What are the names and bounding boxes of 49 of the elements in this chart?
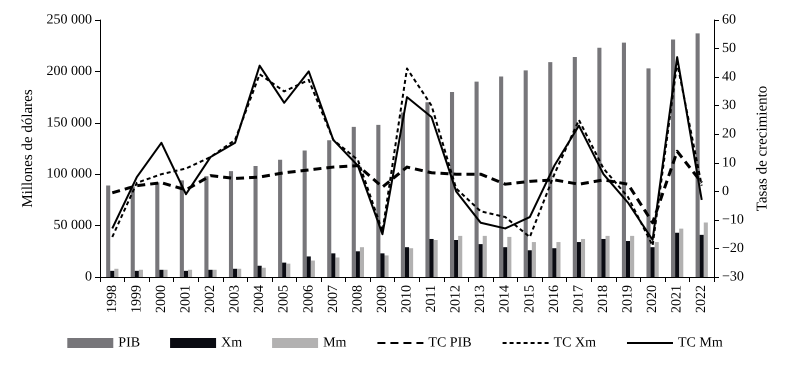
- legend-label: TC Mm: [678, 336, 723, 350]
- x-tick-label: 2021: [670, 285, 685, 313]
- y2-tick-label: −10: [722, 212, 744, 228]
- y2-tick-label: −30: [722, 270, 744, 284]
- x-tick-label: 2014: [498, 285, 513, 313]
- x-tick-label: 2013: [473, 285, 488, 313]
- legend-label: Xm: [221, 336, 242, 350]
- x-tick-label: 2017: [571, 285, 586, 313]
- legend-label: PIB: [118, 336, 140, 350]
- y2-tick-label: 50: [722, 41, 736, 56]
- legend-label: TC PIB: [428, 336, 472, 350]
- y2-tick-label: 40: [722, 70, 736, 85]
- y2-tick-label: 20: [722, 126, 736, 142]
- y-axis-title: Millones de dólares: [20, 89, 36, 208]
- y-tick-label: 100 000: [46, 166, 92, 182]
- y-tick-label: 50 000: [54, 218, 92, 234]
- y2-tick-label: 10: [722, 155, 736, 170]
- y-tick-label: 200 000: [46, 64, 92, 79]
- x-tick-label: 2011: [424, 285, 440, 312]
- x-tick-label: 2002: [203, 285, 218, 313]
- x-tick-label: 2009: [374, 285, 390, 313]
- x-tick-label: 1999: [129, 285, 144, 313]
- x-tick-label: 2005: [276, 285, 292, 313]
- y-tick-label: 0: [85, 270, 92, 284]
- x-tick-label: 2015: [522, 285, 538, 313]
- legend-label: Mm: [323, 336, 347, 350]
- y2-tick-label: 30: [722, 98, 736, 114]
- x-tick-label: 2001: [178, 285, 194, 313]
- y-tick-label: 250 000: [46, 12, 92, 28]
- x-tick-label: 2012: [448, 285, 464, 313]
- x-tick-label: 2003: [228, 285, 243, 313]
- x-tick-label: 1998: [104, 285, 120, 313]
- x-tick-label: 2008: [350, 285, 366, 313]
- y2-tick-label: 60: [722, 12, 736, 28]
- x-tick-label: 2022: [694, 285, 710, 313]
- y2-axis-title: Tasas de crecimiento: [754, 86, 770, 212]
- x-tick-label: 2016: [546, 285, 562, 313]
- x-tick-label: 2007: [326, 285, 341, 313]
- x-tick-label: 2020: [645, 285, 660, 313]
- y-tick-label: 150 000: [46, 115, 92, 130]
- x-tick-label: 2018: [596, 285, 611, 313]
- x-tick-label: 2006: [301, 285, 316, 313]
- x-tick-label: 2000: [154, 285, 169, 313]
- x-tick-label: 2010: [400, 285, 414, 313]
- x-tick-label: 2019: [620, 285, 636, 313]
- y2-tick-label: −20: [722, 240, 744, 256]
- x-tick-label: 2004: [252, 285, 268, 313]
- legend-label: TC Xm: [554, 336, 596, 350]
- y2-tick-label: 0: [722, 184, 729, 199]
